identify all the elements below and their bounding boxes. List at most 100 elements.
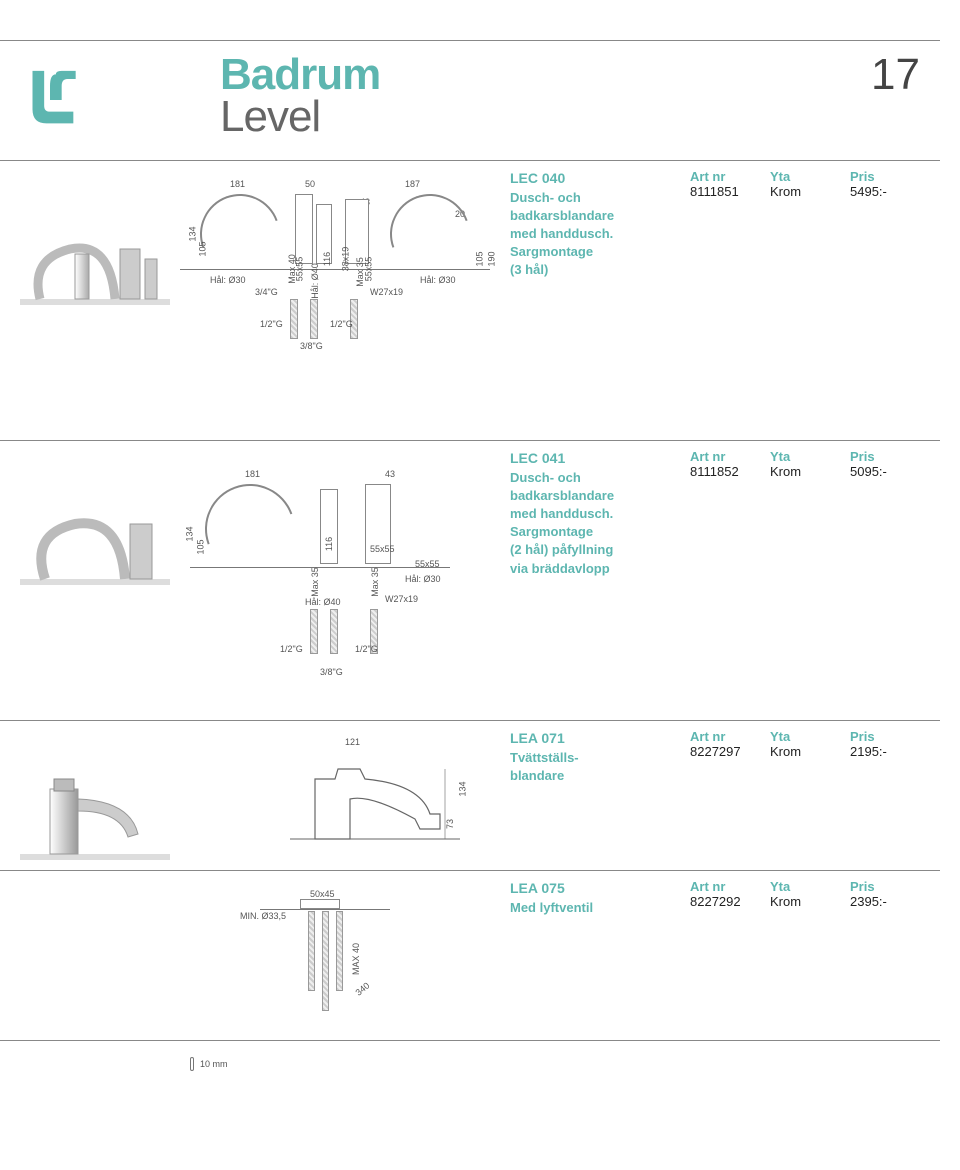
dim-label: 55x55 bbox=[415, 559, 440, 569]
pipe-icon bbox=[310, 609, 318, 654]
td-artnr: 8227297 bbox=[690, 744, 770, 759]
page-number: 17 bbox=[871, 50, 920, 100]
faucet-illustration-icon bbox=[20, 499, 170, 599]
td-yta: Krom bbox=[770, 744, 850, 759]
dim-label: 187 bbox=[405, 179, 420, 189]
th-artnr: Art nr bbox=[690, 169, 770, 184]
faucet-side-outline-icon bbox=[290, 744, 460, 874]
basin-faucet-icon bbox=[20, 759, 170, 869]
th-artnr: Art nr bbox=[690, 449, 770, 464]
th-artnr: Art nr bbox=[690, 729, 770, 744]
desc-line: med handdusch. bbox=[510, 505, 680, 523]
diagram-lea071: 121 134 73 bbox=[0, 729, 510, 870]
td-artnr: 8227292 bbox=[690, 894, 770, 909]
baseline bbox=[190, 567, 450, 568]
price-table-lec041: Art nr Yta Pris 8111852 Krom 5095:- bbox=[690, 449, 930, 720]
pipe-icon bbox=[322, 911, 329, 1011]
empty-table bbox=[690, 1049, 930, 1080]
dim-label: W27x19 bbox=[385, 594, 418, 604]
dim-label: 73 bbox=[445, 819, 455, 829]
dim-label: 1/2"G bbox=[260, 319, 283, 329]
dim-label: Hål: Ø30 bbox=[210, 275, 246, 285]
th-pris: Pris bbox=[850, 169, 930, 184]
product-thumb bbox=[20, 229, 180, 322]
diagram-lea075: 50x45 MIN. Ø33,5 MAX 40 340 bbox=[0, 879, 510, 1040]
dim-label: 105 bbox=[196, 539, 206, 554]
pipe-icon bbox=[310, 299, 318, 339]
dim-label: 55x55 bbox=[363, 257, 373, 282]
price-table-lea075: Art nr Yta Pris 8227292 Krom 2395:- bbox=[690, 879, 930, 1040]
desc-lea071: LEA 071 Tvättställs- blandare bbox=[510, 729, 690, 870]
td-artnr: 8111851 bbox=[690, 184, 770, 199]
pipe-icon bbox=[308, 911, 315, 991]
dim-label: 181 bbox=[245, 469, 260, 479]
th-yta: Yta bbox=[770, 729, 850, 744]
dim-label: Hål: Ø40 bbox=[305, 597, 341, 607]
baseline bbox=[180, 269, 490, 270]
td-pris: 2195:- bbox=[850, 744, 930, 759]
dim-label: Hål: Ø30 bbox=[405, 574, 441, 584]
product-section-lea075: 50x45 MIN. Ø33,5 MAX 40 340 LEA 075 Med … bbox=[0, 870, 940, 1040]
logo-icon bbox=[15, 65, 85, 135]
product-code: LEC 040 bbox=[510, 169, 680, 189]
td-yta: Krom bbox=[770, 464, 850, 479]
dim-label: 181 bbox=[230, 179, 245, 189]
desc-lec040: LEC 040 Dusch- och badkarsblandare med h… bbox=[510, 169, 690, 440]
baseline bbox=[260, 909, 390, 910]
product-section-lea071: 121 134 73 LEA 071 Tvättställs- blandare… bbox=[0, 720, 940, 870]
desc-line: Med lyftventil bbox=[510, 899, 680, 917]
pipe-icon bbox=[336, 911, 343, 991]
dim-label: 116 bbox=[322, 252, 332, 266]
price-table-lec040: Art nr Yta Pris 8111851 Krom 5495:- bbox=[690, 169, 930, 440]
dim-label: 55x55 bbox=[370, 544, 395, 554]
dim-label: 1/2"G bbox=[280, 644, 303, 654]
desc-line: Sargmontage bbox=[510, 243, 680, 261]
dim-label: Max 35 bbox=[370, 567, 380, 597]
dim-label: 55x55 bbox=[294, 257, 304, 282]
bottom-section: 10 mm bbox=[0, 1040, 940, 1080]
desc-line: med handdusch. bbox=[510, 225, 680, 243]
product-code: LEA 075 bbox=[510, 879, 680, 899]
th-yta: Yta bbox=[770, 449, 850, 464]
spout-arc-icon bbox=[187, 181, 293, 287]
product-section-lec040: 181 50 187 43 20 134 105 Hål: Ø30 3/4"G … bbox=[0, 160, 940, 440]
dim-label: MAX 40 bbox=[351, 943, 361, 975]
product-code: LEC 041 bbox=[510, 449, 680, 469]
dim-label: Max 35 bbox=[310, 567, 320, 597]
dim-label: 50 bbox=[305, 179, 315, 189]
dim-label: 190 bbox=[487, 251, 497, 266]
desc-line: Dusch- och bbox=[510, 189, 680, 207]
dim-label: 1/2"G bbox=[330, 319, 353, 329]
desc-lec041: LEC 041 Dusch- och badkarsblandare med h… bbox=[510, 449, 690, 720]
top-rule bbox=[0, 40, 940, 41]
faucet-illustration-icon bbox=[20, 229, 170, 319]
empty-desc bbox=[510, 1049, 690, 1080]
title-block: Badrum Level bbox=[220, 50, 380, 142]
desc-line: badkarsblandare bbox=[510, 207, 680, 225]
valve-rect bbox=[320, 489, 338, 564]
dim-label: 38x19 bbox=[340, 247, 350, 272]
th-artnr: Art nr bbox=[690, 879, 770, 894]
dim-label: 43 bbox=[385, 469, 395, 479]
desc-line: blandare bbox=[510, 767, 680, 785]
th-pris: Pris bbox=[850, 449, 930, 464]
dim-label: 340 bbox=[354, 980, 372, 997]
product-thumb bbox=[20, 499, 180, 602]
desc-line: Sargmontage bbox=[510, 523, 680, 541]
diagram-bottom: 10 mm bbox=[0, 1049, 510, 1080]
dim-label: 134 bbox=[188, 226, 198, 241]
handle-rect bbox=[295, 194, 313, 264]
dim-label: 50x45 bbox=[310, 889, 335, 899]
td-yta: Krom bbox=[770, 184, 850, 199]
desc-line: (2 hål) påfyllning bbox=[510, 541, 680, 559]
dim-label: W27x19 bbox=[370, 287, 403, 297]
dim-label: 105 bbox=[475, 251, 485, 266]
dim-label: Hål: Ø40 bbox=[310, 263, 320, 299]
brand-logo bbox=[0, 50, 100, 150]
mount-rect bbox=[300, 899, 340, 909]
dim-label: 3/8"G bbox=[300, 341, 323, 351]
product-section-lec041: 181 43 134 105 116 55x55 55x55 Max 35 Hå… bbox=[0, 440, 940, 720]
dim-label: 3/8"G bbox=[320, 667, 343, 677]
td-artnr: 8111852 bbox=[690, 464, 770, 479]
td-pris: 2395:- bbox=[850, 894, 930, 909]
